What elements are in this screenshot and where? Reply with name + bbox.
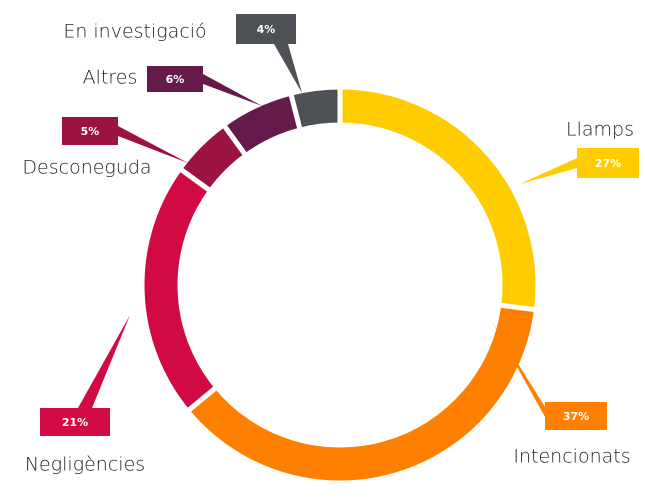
donut-slice (287, 84, 343, 134)
donut-slice (139, 165, 221, 415)
leader-line (520, 158, 577, 184)
category-label: Intencionats (513, 446, 630, 468)
leader-line (492, 322, 545, 417)
leader-line (274, 44, 302, 93)
category-label: Altres (83, 67, 138, 89)
value-label: 27% (595, 157, 621, 170)
leader-line (78, 315, 130, 408)
label-box (40, 408, 110, 436)
category-label: En investigació (63, 21, 206, 43)
leader-line (118, 126, 188, 163)
value-label: 37% (563, 410, 589, 423)
value-label: 6% (166, 73, 185, 86)
donut-slice (337, 84, 541, 313)
category-label: Desconeguda (22, 157, 151, 179)
leader-line (203, 74, 262, 106)
label-box (62, 117, 118, 145)
label-box (236, 14, 296, 44)
category-label: Negligències (25, 454, 145, 476)
donut-slice (183, 302, 540, 486)
value-label: 21% (62, 416, 88, 429)
label-box (577, 148, 639, 178)
label-box (545, 402, 607, 430)
category-label: Llamps (566, 119, 634, 141)
value-label: 4% (257, 23, 276, 36)
value-label: 5% (81, 125, 100, 138)
label-box (147, 66, 203, 92)
